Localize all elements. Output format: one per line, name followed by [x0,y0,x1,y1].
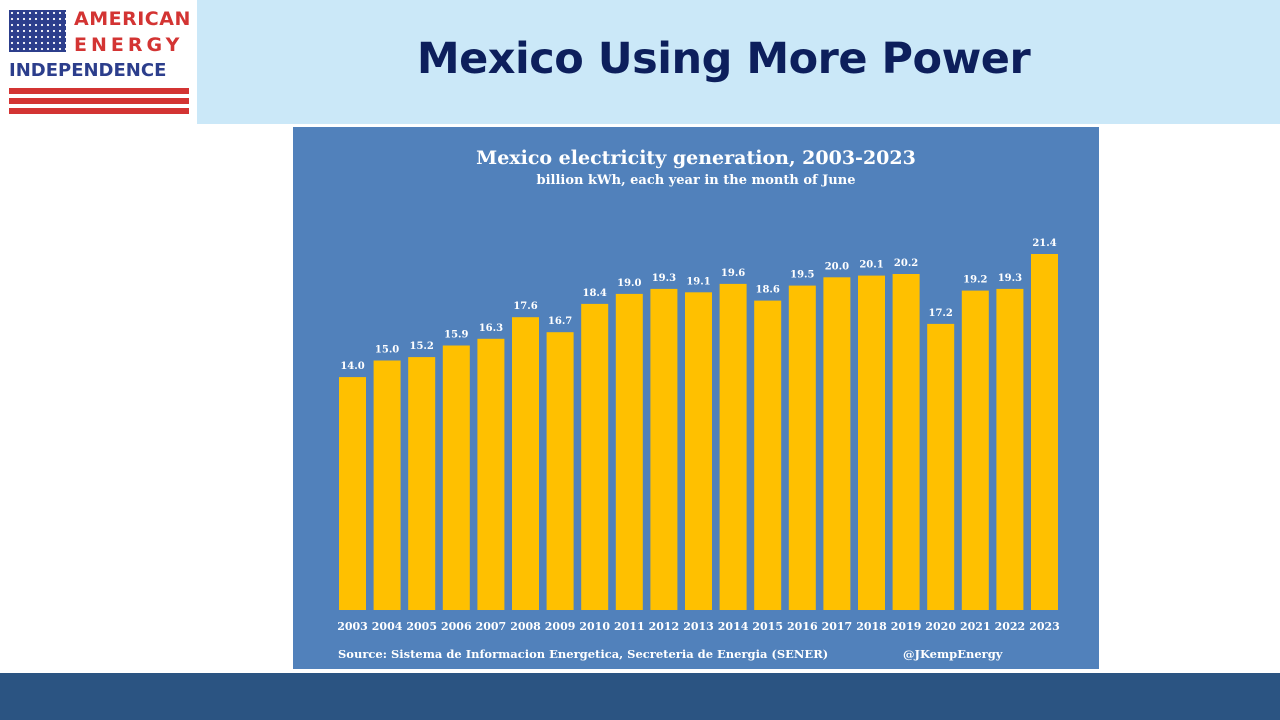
bar-value-label: 19.3 [652,273,676,284]
x-tick-label: 2012 [649,620,680,633]
logo-text-american: AMERICAN [74,8,191,30]
x-tick-label: 2020 [925,620,956,633]
bar-2021 [961,290,989,610]
x-tick-label: 2003 [337,620,368,633]
logo-text-energy: ENERGY [74,34,184,56]
x-tick-label: 2005 [406,620,437,633]
bar-value-label: 21.4 [1032,238,1056,249]
bar-2015 [754,300,782,610]
x-tick-label: 2018 [856,620,887,633]
bar-2007 [477,338,505,610]
logo-stripe-bottom [9,108,189,114]
bar-value-label: 15.9 [444,330,468,341]
page-title: Mexico Using More Power [416,34,1031,84]
bar-2012 [650,288,678,610]
bar-2004 [373,360,401,610]
x-tick-label: 2015 [752,620,783,633]
bar-value-label: 20.2 [894,258,918,269]
bar-chart: Mexico electricity generation, 2003-2023… [337,147,1060,661]
x-tick-label: 2022 [995,620,1026,633]
bar-2018 [858,275,885,610]
bar-2011 [615,293,643,610]
bar-value-label: 16.3 [479,323,503,334]
chart-panel: Mexico electricity generation, 2003-2023… [293,127,1099,669]
bar-value-label: 19.3 [998,273,1022,284]
bar-2016 [788,285,816,610]
x-tick-label: 2011 [614,620,645,633]
bar-value-label: 18.4 [583,288,607,299]
x-tick-label: 2014 [718,620,749,633]
bar-value-label: 16.7 [548,316,572,327]
chart-title: Mexico electricity generation, 2003-2023 [476,147,916,169]
bar-value-label: 19.0 [617,278,641,289]
x-tick-label: 2010 [579,620,610,633]
bar-value-label: 15.0 [375,345,399,356]
x-tick-label: 2007 [476,620,507,633]
bar-value-label: 18.6 [756,285,780,296]
bar-2017 [823,277,851,610]
brand-logo: AMERICAN ENERGY INDEPENDENCE [0,0,197,124]
bar-value-label: 19.1 [686,276,710,287]
x-tick-label: 2019 [891,620,922,633]
logo-stripe-middle [9,98,189,104]
x-tick-label: 2023 [1029,620,1060,633]
bar-2003 [339,377,366,610]
x-tick-label: 2008 [510,620,541,633]
bar-2009 [546,332,574,610]
header-band: Mexico Using More Power [197,0,1280,124]
x-tick-label: 2021 [960,620,991,633]
x-tick-label: 2009 [545,620,576,633]
bar-value-label: 17.6 [513,301,537,312]
x-tick-label: 2006 [441,620,472,633]
bar-2023 [1031,254,1058,610]
bar-2022 [996,288,1024,610]
chart-subtitle: billion kWh, each year in the month of J… [537,173,856,188]
bar-2020 [927,323,955,610]
logo-stripe-top [9,88,189,94]
bar-2014 [719,283,747,610]
footer-band [0,673,1280,720]
us-flag-icon [9,10,66,52]
bar-2010 [581,303,609,610]
bar-value-label: 19.5 [790,270,814,281]
x-tick-label: 2016 [787,620,818,633]
bar-value-label: 15.2 [410,341,434,352]
x-tick-label: 2013 [683,620,714,633]
bar-2013 [685,292,712,610]
bar-2008 [512,317,539,610]
bar-2006 [442,345,470,610]
bar-value-label: 20.1 [859,260,883,271]
x-tick-label: 2004 [372,620,403,633]
bar-value-label: 20.0 [825,261,849,272]
source-note: Source: Sistema de Informacion Energetic… [338,647,828,661]
x-tick-label: 2017 [822,620,853,633]
bar-value-label: 19.6 [721,268,745,279]
bar-2019 [892,274,920,610]
bar-value-label: 14.0 [340,361,364,372]
bar-2005 [408,357,436,610]
bar-group: 14.0 2003 15.0 2004 15.2 2005 15.9 2006 16.3 2007… [337,238,1060,633]
bar-value-label: 19.2 [963,275,987,286]
credit-handle: @JKempEnergy [903,647,1003,661]
bar-value-label: 17.2 [929,308,953,319]
logo-text-independence: INDEPENDENCE [9,60,167,81]
